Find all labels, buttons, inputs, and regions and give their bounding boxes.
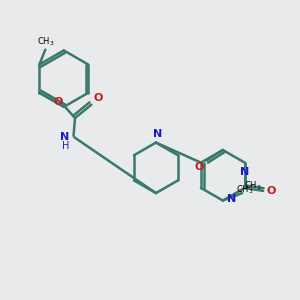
Text: O: O (195, 162, 204, 172)
Text: O: O (266, 186, 275, 196)
Text: N: N (240, 167, 249, 177)
Text: CH$_3$: CH$_3$ (236, 183, 254, 196)
Text: N: N (60, 132, 69, 142)
Text: O: O (94, 93, 103, 103)
Text: H: H (62, 141, 70, 151)
Text: CH$_3$: CH$_3$ (37, 36, 54, 48)
Text: CH$_3$: CH$_3$ (244, 180, 261, 192)
Text: N: N (153, 129, 162, 139)
Text: N: N (227, 194, 236, 204)
Text: O: O (53, 97, 63, 107)
